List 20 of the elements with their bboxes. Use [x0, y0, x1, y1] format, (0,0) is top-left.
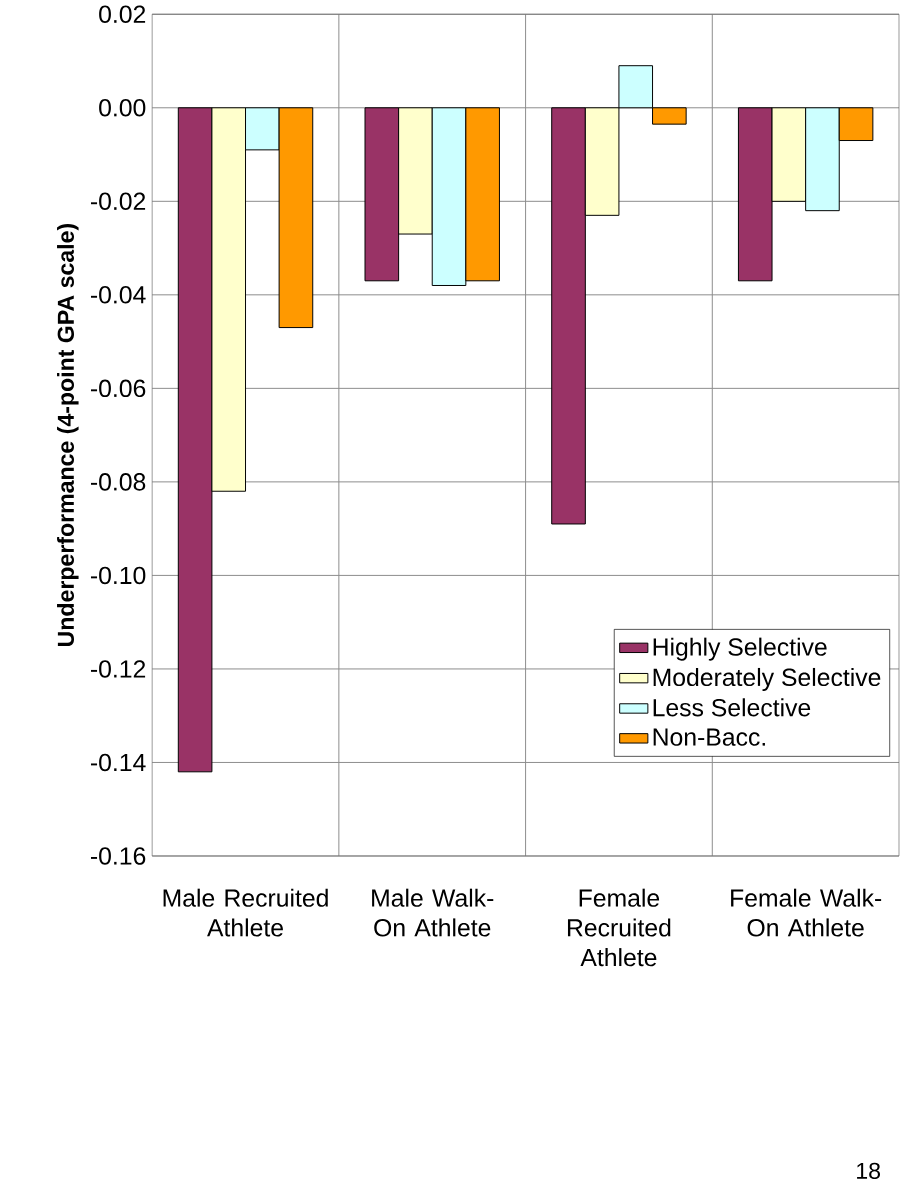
y-axis-title: Underperformance (4-point GPA scale): [57, 224, 79, 647]
x-tick-label: Male Walk-On Athlete: [372, 888, 494, 937]
legend-label: Moderately Selective: [653, 667, 881, 692]
x-tick-label: Female Walk-On Athlete: [731, 888, 882, 937]
y-tick-label: -0.12: [91, 660, 146, 678]
legend-label: Less Selective: [653, 698, 811, 717]
x-tick-label: Female Recruited Athlete: [568, 888, 671, 967]
x-tick-label: Male Recruited Athlete: [163, 888, 328, 937]
y-tick-label: 0.02: [99, 5, 146, 24]
y-tick-label: 0.00: [99, 99, 146, 117]
y-tick-label: -0.08: [91, 473, 146, 491]
y-tick-label: -0.02: [91, 192, 146, 211]
y-tick-label: -0.16: [91, 847, 146, 865]
legend-label: Non-Bacc.: [653, 728, 765, 746]
y-tick-label: -0.10: [91, 566, 146, 585]
y-tick-label: -0.14: [91, 753, 146, 772]
y-tick-label: -0.04: [91, 286, 146, 304]
text: 18: [857, 1162, 881, 1180]
legend-label: Highly Selective: [653, 637, 827, 661]
y-tick-label: -0.06: [91, 379, 146, 398]
